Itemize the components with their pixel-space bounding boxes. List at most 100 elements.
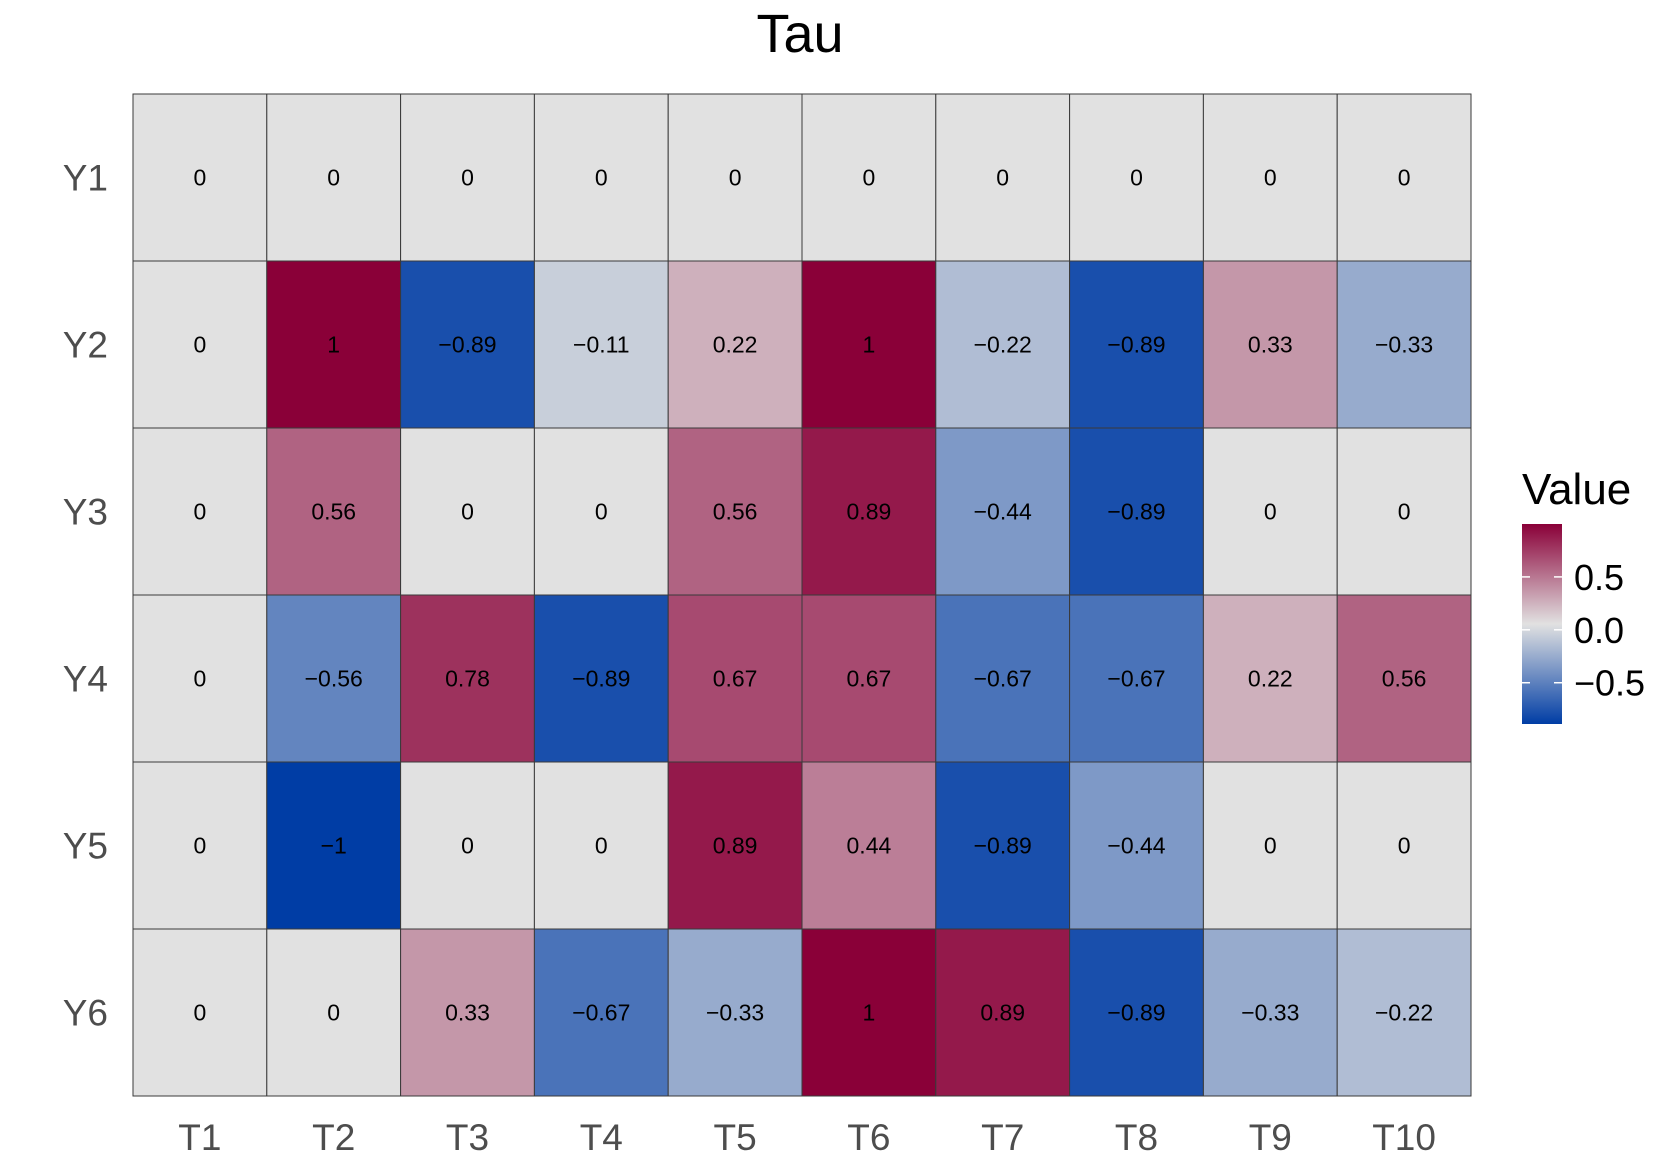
y-tick-label: Y1	[63, 158, 108, 199]
heatmap-cell-y3-t5	[667, 427, 803, 596]
heatmap-cell-y3-t2	[266, 427, 402, 596]
legend-ticks: 0.5 0.0 −0.5	[1522, 557, 1645, 704]
heatmap-cell-y2-t6	[801, 260, 937, 429]
heatmap-cell-y2-t3	[400, 260, 535, 429]
cell-label: −0.44	[974, 499, 1032, 525]
legend-title: Value	[1522, 465, 1631, 514]
cell-label: 0	[595, 499, 608, 525]
cell-label: 0	[1398, 833, 1411, 859]
heatmap-cell-y6-t8	[1069, 928, 1204, 1097]
cell-label: 0	[1264, 499, 1277, 525]
cell-label: −0.67	[1107, 666, 1165, 692]
heatmap-cell-y5-t7	[935, 761, 1071, 930]
cell-label: 0.22	[1248, 666, 1293, 692]
cell-label: −1	[321, 833, 347, 859]
heatmap-cell-y2-t5	[667, 260, 803, 429]
cell-label: 0	[863, 165, 876, 191]
heatmap-cell-y6-t3	[400, 928, 535, 1097]
cell-label: 0	[729, 165, 742, 191]
x-tick-label: T9	[1249, 1117, 1292, 1158]
heatmap-cell-y1-t1	[132, 93, 268, 262]
cell-label: −0.44	[1107, 833, 1165, 859]
cell-label: −0.33	[706, 1000, 764, 1026]
heatmap-cell-y1-t5	[667, 93, 803, 262]
cell-label: −0.89	[1107, 332, 1165, 358]
heatmap-cell-y6-t4	[533, 928, 669, 1097]
legend-tick-label: −0.5	[1574, 663, 1645, 704]
cell-label: 0.78	[445, 666, 490, 692]
x-tick-label: T4	[580, 1117, 623, 1158]
cell-label: 0	[595, 165, 608, 191]
cell-label: 0.67	[847, 666, 892, 692]
cell-label: 0.44	[847, 833, 892, 859]
heatmap-cell-y4-t4	[533, 594, 669, 763]
heatmap-cell-y4-t6	[801, 594, 937, 763]
heatmap-cell-y2-t9	[1202, 260, 1338, 429]
cell-label: 0	[1264, 165, 1277, 191]
cell-label: 0	[1264, 833, 1277, 859]
cell-label: −0.56	[305, 666, 363, 692]
cell-label: 0	[461, 165, 474, 191]
heatmap-cell-y6-t6	[801, 928, 937, 1097]
cell-label: 1	[327, 332, 340, 358]
y-tick-label: Y6	[63, 993, 108, 1034]
x-tick-label: T2	[312, 1117, 355, 1158]
cell-label: −0.22	[974, 332, 1032, 358]
heatmap-cell-y3-t10	[1336, 427, 1472, 596]
cell-label: 0	[1130, 165, 1143, 191]
cell-label: 0.67	[713, 666, 758, 692]
heatmap-cell-y2-t2	[266, 260, 402, 429]
heatmap-cell-y4-t10	[1336, 594, 1472, 763]
cell-label: 1	[863, 1000, 876, 1026]
color-legend: Value 0.5 0.0 −0.5	[1522, 465, 1645, 724]
cell-label: 1	[863, 332, 876, 358]
cell-label: −0.33	[1375, 332, 1433, 358]
cell-label: 0.89	[847, 499, 892, 525]
cell-label: 0	[194, 165, 207, 191]
cell-label: 0	[595, 833, 608, 859]
cell-label: 0.89	[980, 1000, 1025, 1026]
cell-label: 0.22	[713, 332, 758, 358]
legend-tick-label: 0.0	[1574, 610, 1624, 651]
cell-label: 0.89	[713, 833, 758, 859]
cell-label: −0.22	[1375, 1000, 1433, 1026]
y-tick-label: Y2	[63, 325, 108, 366]
y-tick-label: Y3	[63, 492, 108, 533]
heatmap-cell-y5-t9	[1202, 761, 1338, 930]
heatmap-cell-y5-t5	[667, 761, 803, 930]
cell-label: 0.56	[1382, 666, 1427, 692]
heatmap-cell-y4-t7	[935, 594, 1071, 763]
heatmap-cell-y2-t8	[1069, 260, 1204, 429]
cell-label: 0	[461, 499, 474, 525]
x-tick-label: T6	[847, 1117, 890, 1158]
cell-label: 0	[194, 499, 207, 525]
cell-label: 0	[327, 165, 340, 191]
heatmap-cell-y1-t10	[1336, 93, 1472, 262]
cell-label: −0.89	[974, 833, 1032, 859]
cell-label: −0.89	[572, 666, 630, 692]
legend-colorbar	[1522, 524, 1562, 724]
x-tick-label: T3	[446, 1117, 489, 1158]
cell-label: 0	[194, 666, 207, 692]
heatmap-cell-y1-t6	[801, 93, 937, 262]
heatmap-cell-y6-t7	[935, 928, 1071, 1097]
cell-label: −0.89	[1107, 1000, 1165, 1026]
heatmap-cell-y3-t1	[132, 427, 268, 596]
cell-label: 0	[1398, 165, 1411, 191]
heatmap-cell-y2-t4	[533, 260, 669, 429]
heatmap-cell-y4-t1	[132, 594, 268, 763]
x-tick-label: T10	[1372, 1117, 1436, 1158]
heatmap-cell-y5-t4	[533, 761, 669, 930]
heatmap-cell-y2-t7	[935, 260, 1071, 429]
heatmap-cell-labels: 0 0 0 0 0 0 0 0 0 0 0 1 −0.89 −0.11 0.22 1 −0.22 −0.89 0.3…	[194, 165, 1434, 1026]
heatmap-cell-y1-t8	[1069, 93, 1204, 262]
heatmap-cell-y1-t7	[935, 93, 1071, 262]
heatmap-cell-y1-t2	[266, 93, 402, 262]
cell-label: −0.89	[1107, 499, 1165, 525]
cell-label: 0	[1398, 499, 1411, 525]
cell-label: −0.11	[573, 332, 630, 358]
cell-label: −0.67	[572, 1000, 630, 1026]
heatmap-cell-y5-t6	[801, 761, 937, 930]
cell-label: 0.56	[713, 499, 758, 525]
